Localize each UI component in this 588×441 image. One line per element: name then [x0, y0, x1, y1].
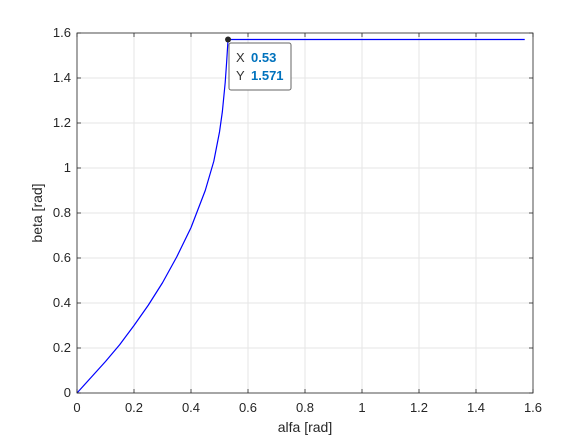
y-tick-label: 0.8 [53, 205, 71, 220]
x-tick-label: 1 [358, 400, 365, 415]
series-group [76, 38, 525, 394]
datatip[interactable]: X 0.53 Y 1.571 [225, 36, 292, 91]
y-tick-label: 1 [64, 160, 71, 175]
datatip-y-key: Y [236, 68, 245, 83]
x-tick-label: 0.8 [296, 400, 314, 415]
y-tick-label: 1.4 [53, 70, 71, 85]
datatip-y-value: 1.571 [251, 68, 284, 83]
x-tick-label: 0.4 [182, 400, 200, 415]
datatip-x-key: X [236, 50, 245, 65]
y-tick-label: 0.6 [53, 250, 71, 265]
datatip-marker[interactable] [225, 36, 232, 43]
datatip-x-value: 0.53 [251, 50, 276, 65]
x-tick-label: 0.2 [125, 400, 143, 415]
datatip-box [228, 42, 292, 91]
y-axis-label: beta [rad] [29, 183, 45, 242]
y-ticks: 0 0.2 0.4 0.6 0.8 1 1.2 1.4 1.6 [53, 25, 533, 400]
y-tick-label: 1.6 [53, 25, 71, 40]
y-tick-label: 0.2 [53, 340, 71, 355]
y-tick-label: 1.2 [53, 115, 71, 130]
y-tick-label: 0 [64, 385, 71, 400]
x-tick-label: 1.2 [410, 400, 428, 415]
x-tick-label: 1.6 [524, 400, 542, 415]
x-ticks: 0 0.2 0.4 0.6 0.8 1 1.2 1.4 1.6 [73, 33, 542, 415]
x-axis-label: alfa [rad] [278, 419, 332, 435]
x-tick-label: 1.4 [467, 400, 485, 415]
series-line [76, 38, 525, 394]
y-tick-label: 0.4 [53, 295, 71, 310]
x-tick-label: 0.6 [239, 400, 257, 415]
x-tick-label: 0 [73, 400, 80, 415]
